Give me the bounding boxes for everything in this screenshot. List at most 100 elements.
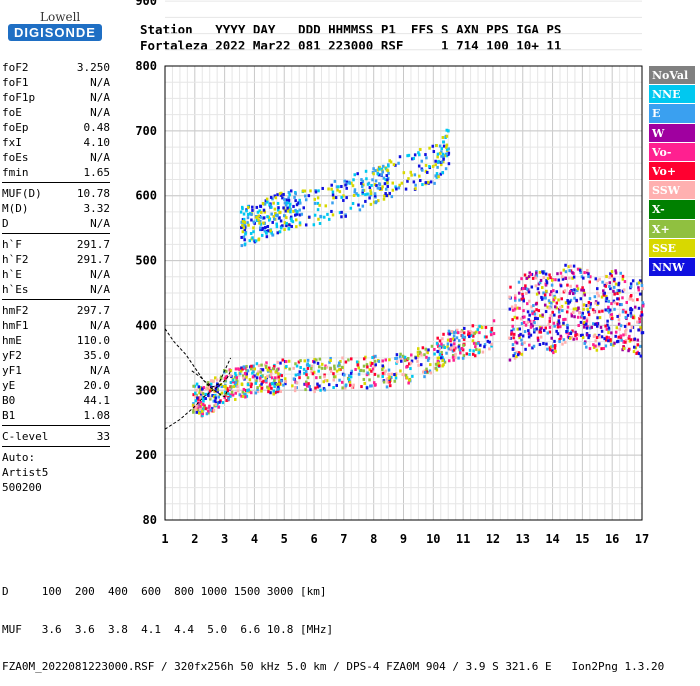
data-point — [600, 295, 604, 299]
x-tick-label: 17 — [635, 532, 649, 546]
data-point — [254, 239, 258, 243]
data-point — [318, 375, 322, 379]
data-point — [231, 380, 235, 384]
data-point — [627, 349, 630, 353]
data-point — [634, 346, 638, 350]
data-point — [203, 406, 206, 410]
data-point — [384, 178, 388, 182]
data-point — [384, 358, 388, 362]
data-point — [443, 360, 447, 364]
data-point — [226, 389, 230, 393]
data-point — [604, 308, 607, 312]
data-point — [626, 323, 629, 327]
data-point — [445, 147, 449, 151]
data-point — [395, 361, 398, 365]
data-point — [525, 276, 528, 280]
data-point — [640, 284, 644, 288]
data-point — [287, 196, 290, 200]
data-point — [424, 181, 428, 185]
data-point — [330, 209, 333, 213]
data-point — [477, 326, 480, 330]
data-point — [618, 327, 621, 331]
data-point — [330, 187, 333, 191]
data-point — [607, 299, 611, 303]
param-name: MUF(D) — [2, 187, 42, 200]
data-point — [605, 294, 608, 298]
data-point — [538, 281, 542, 285]
data-point — [641, 304, 645, 308]
data-point — [341, 356, 344, 360]
data-point — [404, 373, 408, 377]
data-point — [523, 315, 526, 319]
data-point — [517, 351, 521, 355]
data-point — [553, 344, 557, 348]
data-point — [194, 395, 197, 399]
data-point — [371, 367, 375, 371]
data-point — [585, 326, 589, 330]
y-tick-label: 80 — [143, 513, 157, 527]
data-point — [282, 383, 285, 387]
data-point — [332, 196, 335, 200]
data-point — [510, 305, 514, 309]
data-point — [220, 391, 224, 395]
data-point — [317, 365, 321, 369]
data-point — [461, 356, 465, 360]
data-point — [610, 274, 614, 278]
data-point — [406, 179, 409, 183]
data-point — [196, 396, 199, 400]
data-point — [252, 230, 255, 234]
data-point — [267, 390, 270, 394]
y-tick-label: 400 — [135, 318, 157, 332]
data-point — [629, 293, 633, 297]
data-point — [331, 201, 334, 205]
data-point — [522, 321, 526, 325]
data-point — [251, 205, 254, 209]
data-point — [619, 334, 623, 338]
data-point — [469, 330, 472, 334]
data-point — [461, 333, 464, 337]
data-point — [636, 282, 639, 286]
data-point — [258, 376, 262, 380]
data-point — [425, 355, 428, 359]
data-point — [613, 307, 616, 311]
data-point — [394, 163, 397, 167]
data-point — [433, 347, 436, 351]
data-point — [302, 206, 305, 210]
data-point — [275, 222, 278, 226]
data-point — [561, 309, 564, 313]
data-point — [390, 372, 393, 376]
data-point — [192, 393, 195, 397]
data-point — [390, 195, 394, 199]
data-point — [386, 380, 389, 384]
data-point — [471, 334, 475, 338]
data-point — [250, 218, 253, 222]
data-point — [248, 390, 252, 394]
parameter-panel: foF2 3.250 foF1 N/A foF1p N/A foE N/A foEp 0.48 fx… — [2, 60, 110, 495]
data-point — [204, 407, 208, 411]
data-point — [391, 188, 395, 192]
data-point — [407, 177, 410, 181]
data-point — [521, 292, 524, 296]
data-point — [243, 220, 246, 224]
data-point — [273, 379, 276, 383]
x-tick-label: 3 — [221, 532, 228, 546]
data-point — [362, 364, 366, 368]
data-point — [386, 181, 389, 185]
data-point — [565, 310, 569, 314]
data-point — [478, 348, 481, 352]
data-point — [416, 359, 419, 363]
data-point — [273, 385, 276, 389]
data-point — [384, 369, 387, 373]
data-point — [616, 297, 619, 301]
data-point — [573, 315, 576, 319]
data-point — [338, 368, 341, 372]
data-point — [292, 377, 296, 381]
data-point — [241, 230, 245, 234]
data-point — [234, 367, 238, 371]
param-value: 3.32 — [83, 202, 111, 215]
data-point — [535, 308, 538, 312]
data-point — [429, 363, 432, 367]
data-point — [592, 343, 595, 347]
data-point — [283, 228, 286, 232]
data-point — [520, 277, 523, 281]
